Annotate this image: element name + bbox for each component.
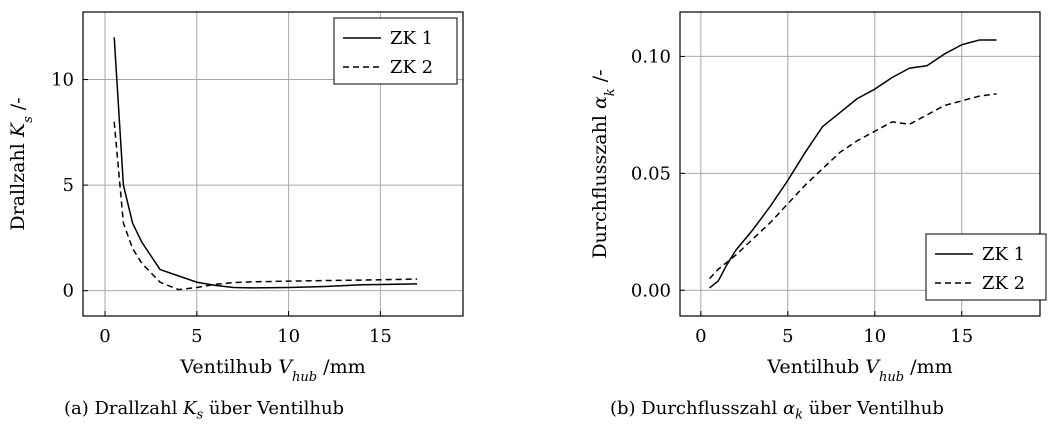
legend: ZK 1 ZK 2 [925,233,1047,301]
y-axis-label: Durchflusszahl αk /- [589,69,618,258]
legend-box [333,17,458,85]
legend-label-2: ZK 2 [982,273,1025,294]
series-line-zk-1 [113,37,418,289]
y-tick-label: 10 [51,70,74,91]
y-tick-label: 0.10 [631,46,671,67]
caption-b: (b) Durchflusszahl αk über Ventilhub [610,398,944,423]
x-tick-label: 15 [950,326,973,347]
x-tick-label: 15 [369,326,392,347]
chart-a-drallzahl: 0 5 10 15 0 5 10 Ventilhub Vhub /mm Drallzahl Ks… [7,11,464,385]
legend-label-1: ZK 1 [390,28,433,49]
chart-b-durchflusszahl: 0 5 10 15 0.00 0.05 0.10 Ventilhub Vhub /mm Durc… [589,11,1047,385]
series-line-zk-1 [709,39,997,289]
x-tick-label: 0 [695,326,706,347]
y-tick-label: 0 [63,281,74,302]
legend: ZK 1 ZK 2 [333,17,458,85]
x-tick-label: 0 [99,326,110,347]
plot-frame [82,11,464,317]
series-line-zk-2 [113,121,418,291]
legend-box [925,233,1047,301]
x-tick-label: 5 [191,326,202,347]
x-tick-label: 10 [277,326,300,347]
x-axis-label: Ventilhub Vhub /mm [766,356,952,385]
y-tick-label: 0.00 [631,280,671,301]
caption-a: (a) Drallzahl Ks über Ventilhub [64,398,345,423]
y-tick-label: 0.05 [631,163,671,184]
y-axis-label: Drallzahl Ks /- [7,97,36,230]
plot-frame [679,11,1041,317]
x-tick-label: 5 [782,326,793,347]
series-line-zk-2 [709,93,997,280]
y-tick-label: 5 [63,175,74,196]
legend-label-1: ZK 1 [982,244,1025,265]
x-axis-label: Ventilhub Vhub /mm [179,356,365,385]
x-tick-label: 10 [863,326,886,347]
legend-label-2: ZK 2 [390,57,433,78]
